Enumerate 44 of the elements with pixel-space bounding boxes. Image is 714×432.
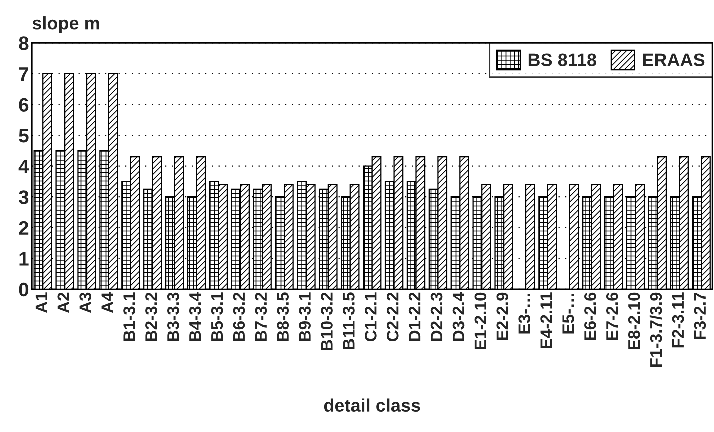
x-tick-label: E7-2.6	[606, 292, 618, 340]
x-tick-label: B3-3.3	[167, 292, 180, 342]
x-tick-label: E6-2.6	[584, 292, 596, 340]
x-tick-label: B2-3.2	[146, 292, 158, 342]
legend-label: BS 8118	[528, 54, 596, 66]
x-tick-label: B4-3.4	[189, 292, 202, 342]
x-axis-title: detail class	[324, 398, 420, 412]
y-tick-label: 5	[19, 129, 29, 143]
x-tick-label: E4-2.11	[540, 292, 552, 349]
x-tick-label: B6-3.2	[233, 292, 246, 342]
y-tick-label: 2	[19, 221, 29, 235]
x-tick-label: A1	[36, 292, 48, 314]
y-tick-label: 0	[19, 282, 29, 297]
x-tick-label: D1-2.2	[408, 292, 421, 342]
y-tick-label: 7	[19, 68, 28, 82]
x-tick-label: E5-…	[562, 294, 574, 334]
x-tick-label: A3	[80, 292, 92, 314]
y-tick-label: 6	[19, 98, 29, 112]
x-tick-label: B7-3.2	[255, 292, 268, 342]
x-tick-label: F3-2.7	[694, 292, 706, 340]
x-tick-label: B8-3.5	[277, 292, 290, 342]
x-tick-label: A4	[102, 292, 114, 314]
x-tick-label: B10-3.2	[321, 292, 333, 350]
x-tick-label: C1-2.1	[365, 292, 377, 342]
y-tick-label: 1	[20, 252, 29, 266]
x-tick-label: B9-3.1	[299, 292, 311, 342]
y-tick-label: 8	[19, 36, 29, 50]
y-tick-label: 3	[18, 190, 29, 204]
x-tick-label: E3-…	[518, 294, 530, 334]
x-tick-label: A2	[58, 292, 70, 314]
x-tick-label: B5-3.1	[211, 292, 224, 342]
y-axis-title: slope m	[32, 16, 100, 34]
x-tick-label: E2-2.9	[496, 292, 509, 340]
legend-label: ERAAS	[643, 54, 705, 66]
x-tick-label: E1-2.10	[474, 292, 487, 350]
x-tick-label: B11-3.5	[343, 292, 355, 350]
y-tick-label: 4	[18, 160, 30, 174]
x-tick-label: F1-3.7/3.9	[650, 292, 662, 368]
x-tick-label: D2-2.3	[430, 292, 443, 342]
x-tick-label: B1-3.1	[124, 292, 136, 342]
x-tick-label: D3-2.4	[452, 292, 465, 342]
x-tick-label: F2-3.11	[672, 292, 684, 348]
x-tick-label: E8-2.10	[628, 292, 640, 350]
x-tick-label: C2-2.2	[386, 292, 399, 342]
